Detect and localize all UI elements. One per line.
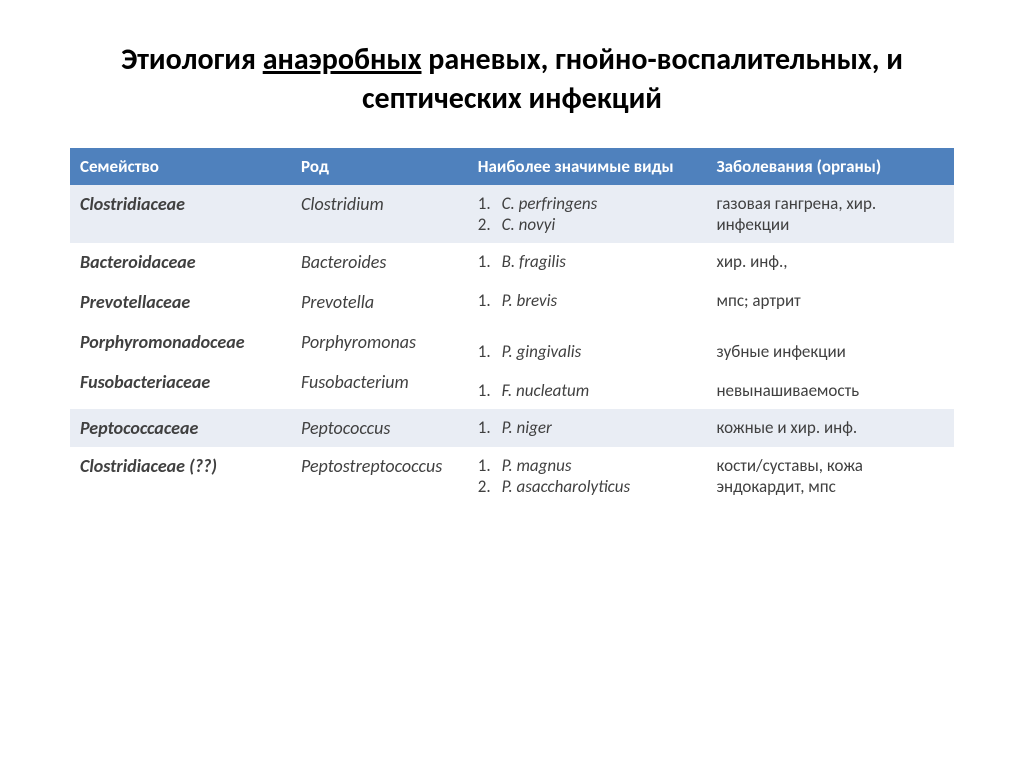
title-underlined: анаэробных bbox=[263, 41, 422, 78]
table-row: Clostridiaceae Clostridium 1. C. perfringe… bbox=[70, 185, 954, 243]
header-row: Семейство Род Наиболее значимые виды Заб… bbox=[70, 148, 954, 185]
disease-text: газовая гангрена, хир. инфекции bbox=[706, 185, 954, 243]
species-item: 2. P. asaccharolyticus bbox=[478, 476, 697, 497]
genus-name: Bacteroides bbox=[301, 251, 458, 273]
species-list: 1. P. magnus2. P. asaccharolyticus bbox=[468, 447, 707, 505]
disease-text: мпс; артрит bbox=[716, 290, 944, 311]
header-species: Наиболее значимые виды bbox=[468, 148, 707, 185]
header-genus: Род bbox=[291, 148, 468, 185]
species-item: 1. B. fragilis bbox=[478, 251, 697, 272]
table-row: Peptococcaceae Peptococcus 1. P. niger кожн… bbox=[70, 409, 954, 447]
title-prefix: Этиология bbox=[121, 41, 263, 78]
family-name: Prevotellaceae bbox=[80, 291, 281, 313]
family-name: Clostridiaceae (??) bbox=[80, 455, 281, 477]
species-item: 2. C. novyi bbox=[478, 214, 697, 235]
family-name: Peptococcaceae bbox=[80, 417, 281, 439]
family-name: Fusobacteriaceae bbox=[80, 371, 281, 393]
genus-name: Peptococcus bbox=[301, 417, 458, 439]
species-item: 1. P. magnus bbox=[478, 455, 697, 476]
table-row: Clostridiaceae (??) Peptostreptococcus 1. … bbox=[70, 447, 954, 505]
disease-text: кожные и хир. инф. bbox=[706, 409, 954, 447]
species-item: 1. P. brevis bbox=[478, 290, 697, 311]
species-list: 1. P. brevis bbox=[478, 290, 697, 311]
genus-name: Clostridium bbox=[301, 193, 458, 215]
title-suffix: раневых, гнойно-воспалительных, и септич… bbox=[362, 41, 903, 117]
species-list: 1. B. fragilis bbox=[478, 251, 697, 272]
family-name: Bacteroidaceae bbox=[80, 251, 281, 273]
genus-name: Porphyromonas bbox=[301, 331, 458, 353]
slide-title: Этиология анаэробных раневых, гнойно-вос… bbox=[70, 40, 954, 118]
species-item: 1. P. gingivalis bbox=[478, 341, 697, 362]
species-item: 1. F. nucleatum bbox=[478, 380, 697, 401]
species-list: 1. P. gingivalis bbox=[478, 341, 697, 362]
header-family: Семейство bbox=[70, 148, 291, 185]
genus-name: Fusobacterium bbox=[301, 371, 458, 393]
header-disease: Заболевания (органы) bbox=[706, 148, 954, 185]
species-list: 1. C. perfringens2. C. novyi bbox=[468, 185, 707, 243]
disease-text: невынашиваемость bbox=[716, 380, 944, 401]
table-row: Bacteroidaceae Prevotellaceae Porphyromona… bbox=[70, 243, 954, 409]
disease-text: зубные инфекции bbox=[716, 341, 944, 362]
etiology-table: Семейство Род Наиболее значимые виды Заб… bbox=[70, 148, 954, 505]
species-list: 1. P. niger bbox=[468, 409, 707, 447]
genus-name: Peptostreptococcus bbox=[301, 455, 458, 477]
disease-text: кости/суставы, кожа эндокардит, мпс bbox=[706, 447, 954, 505]
species-item: 1. C. perfringens bbox=[478, 193, 697, 214]
family-name: Clostridiaceae bbox=[80, 193, 281, 215]
species-list: 1. F. nucleatum bbox=[478, 380, 697, 401]
genus-name: Prevotella bbox=[301, 291, 458, 313]
disease-text: хир. инф., bbox=[716, 251, 944, 272]
family-name: Porphyromonadoceae bbox=[80, 331, 281, 353]
species-item: 1. P. niger bbox=[478, 417, 697, 438]
